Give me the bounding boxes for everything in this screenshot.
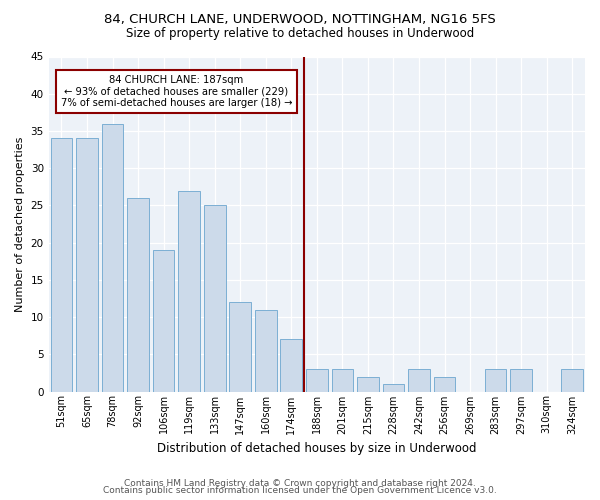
Bar bbox=[485, 369, 506, 392]
Bar bbox=[357, 376, 379, 392]
Text: 84 CHURCH LANE: 187sqm
← 93% of detached houses are smaller (229)
7% of semi-det: 84 CHURCH LANE: 187sqm ← 93% of detached… bbox=[61, 75, 292, 108]
Bar bbox=[434, 376, 455, 392]
Bar bbox=[229, 302, 251, 392]
Bar bbox=[562, 369, 583, 392]
Text: Contains HM Land Registry data © Crown copyright and database right 2024.: Contains HM Land Registry data © Crown c… bbox=[124, 478, 476, 488]
Bar bbox=[127, 198, 149, 392]
Bar bbox=[332, 369, 353, 392]
Bar bbox=[383, 384, 404, 392]
Text: Size of property relative to detached houses in Underwood: Size of property relative to detached ho… bbox=[126, 28, 474, 40]
Bar bbox=[280, 340, 302, 392]
Y-axis label: Number of detached properties: Number of detached properties bbox=[15, 136, 25, 312]
Bar bbox=[153, 250, 175, 392]
X-axis label: Distribution of detached houses by size in Underwood: Distribution of detached houses by size … bbox=[157, 442, 476, 455]
Bar bbox=[510, 369, 532, 392]
Bar bbox=[76, 138, 98, 392]
Bar bbox=[255, 310, 277, 392]
Bar bbox=[101, 124, 124, 392]
Bar bbox=[306, 369, 328, 392]
Text: Contains public sector information licensed under the Open Government Licence v3: Contains public sector information licen… bbox=[103, 486, 497, 495]
Bar bbox=[408, 369, 430, 392]
Bar bbox=[204, 206, 226, 392]
Bar bbox=[178, 190, 200, 392]
Text: 84, CHURCH LANE, UNDERWOOD, NOTTINGHAM, NG16 5FS: 84, CHURCH LANE, UNDERWOOD, NOTTINGHAM, … bbox=[104, 12, 496, 26]
Bar bbox=[50, 138, 72, 392]
